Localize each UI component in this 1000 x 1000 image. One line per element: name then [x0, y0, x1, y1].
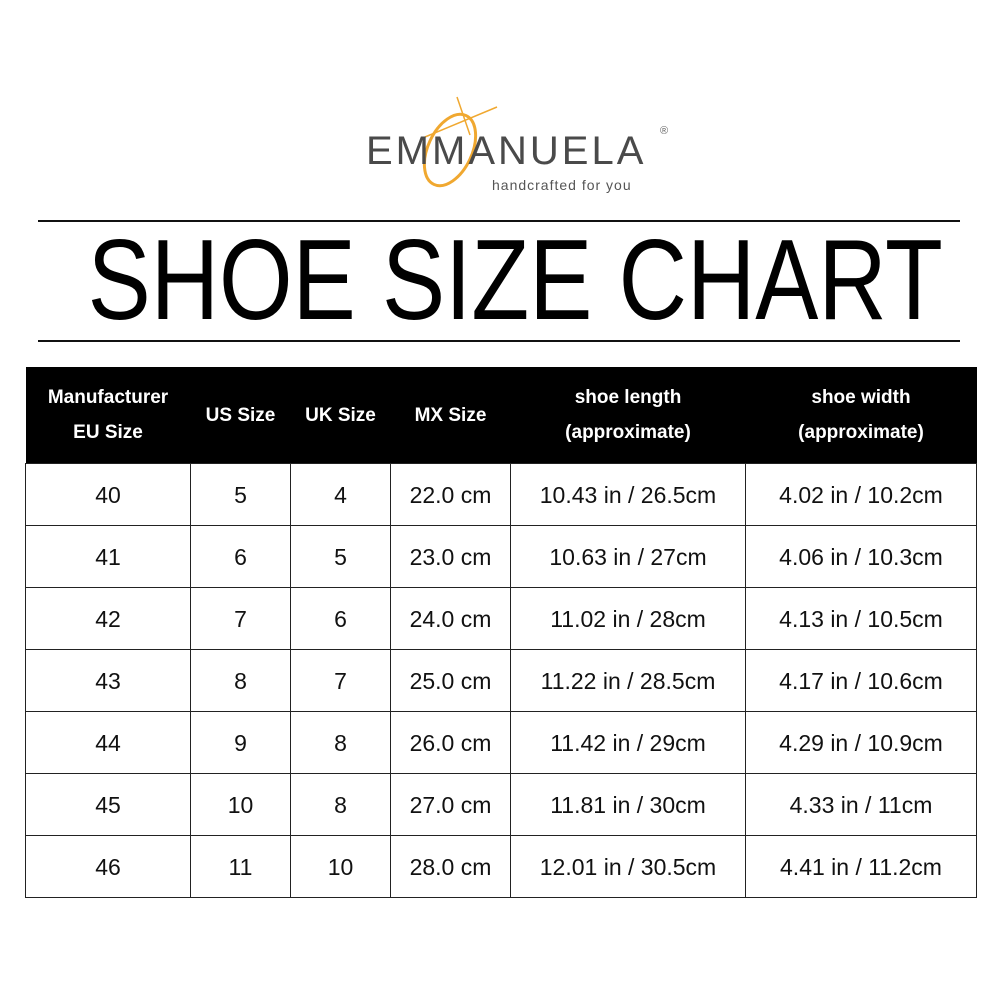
header-line2: (approximate)	[798, 422, 924, 443]
column-header-shoe-width: shoe width (approximate)	[745, 367, 977, 464]
cell-uk-size: 8	[290, 711, 391, 774]
cell-shoe-length: 10.43 in / 26.5cm	[510, 463, 746, 526]
cell-us-size: 9	[190, 711, 291, 774]
table-row: 45 10 8 27.0 cm 11.81 in / 30cm 4.33 in / 11c…	[25, 773, 977, 836]
table-row: 41 6 5 23.0 cm 10.63 in / 27cm 4.06 in / 10.3…	[25, 525, 977, 588]
cell-eu-size: 42	[25, 587, 191, 650]
table-row: 42 7 6 24.0 cm 11.02 in / 28cm 4.13 in / 10.5…	[25, 587, 977, 650]
cell-shoe-width: 4.02 in / 10.2cm	[745, 463, 977, 526]
cell-mx-size: 25.0 cm	[390, 649, 511, 712]
cell-us-size: 6	[190, 525, 291, 588]
header-line1: US Size	[205, 404, 276, 426]
cell-shoe-width: 4.17 in / 10.6cm	[745, 649, 977, 712]
cell-shoe-length: 12.01 in / 30.5cm	[510, 835, 746, 898]
cell-mx-size: 26.0 cm	[390, 711, 511, 774]
brand-tagline: handcrafted for you	[492, 177, 632, 193]
column-header-uk-size: UK Size	[290, 367, 391, 464]
table-row: 43 8 7 25.0 cm 11.22 in / 28.5cm 4.17 in / 10…	[25, 649, 977, 712]
size-table: Manufacturer EU Size US Size UK Size MX Size…	[25, 367, 977, 898]
cell-uk-size: 10	[290, 835, 391, 898]
cell-shoe-length: 11.81 in / 30cm	[510, 773, 746, 836]
cell-eu-size: 45	[25, 773, 191, 836]
column-header-us-size: US Size	[190, 367, 291, 464]
header-line2: EU Size	[73, 422, 143, 443]
cell-mx-size: 23.0 cm	[390, 525, 511, 588]
page-title-container: SHOE SIZE CHART	[0, 224, 1000, 338]
table-row: 40 5 4 22.0 cm 10.43 in / 26.5cm 4.02 in / 10…	[25, 463, 977, 526]
cell-mx-size: 22.0 cm	[390, 463, 511, 526]
cell-shoe-length: 10.63 in / 27cm	[510, 525, 746, 588]
brand-logo: EMMANUELA ® handcrafted for you	[360, 95, 680, 200]
cell-shoe-length: 11.02 in / 28cm	[510, 587, 746, 650]
cell-mx-size: 27.0 cm	[390, 773, 511, 836]
cell-us-size: 11	[190, 835, 291, 898]
cell-shoe-length: 11.22 in / 28.5cm	[510, 649, 746, 712]
table-row: 44 9 8 26.0 cm 11.42 in / 29cm 4.29 in / 10.9…	[25, 711, 977, 774]
cell-shoe-width: 4.29 in / 10.9cm	[745, 711, 977, 774]
cell-shoe-width: 4.13 in / 10.5cm	[745, 587, 977, 650]
cell-shoe-width: 4.06 in / 10.3cm	[745, 525, 977, 588]
cell-uk-size: 5	[290, 525, 391, 588]
cell-us-size: 7	[190, 587, 291, 650]
column-header-mx-size: MX Size	[390, 367, 511, 464]
column-header-eu-size: Manufacturer EU Size	[25, 367, 191, 464]
page-title: SHOE SIZE CHART	[87, 217, 943, 344]
cell-us-size: 10	[190, 773, 291, 836]
cell-mx-size: 28.0 cm	[390, 835, 511, 898]
cell-uk-size: 7	[290, 649, 391, 712]
cell-shoe-length: 11.42 in / 29cm	[510, 711, 746, 774]
cell-eu-size: 46	[25, 835, 191, 898]
cell-eu-size: 40	[25, 463, 191, 526]
header-line2: (approximate)	[565, 422, 691, 443]
header-row: Manufacturer EU Size US Size UK Size MX Size…	[25, 367, 977, 464]
cell-uk-size: 6	[290, 587, 391, 650]
header-line1: UK Size	[305, 404, 376, 426]
logo-swirl-icon	[422, 96, 498, 188]
brand-name: EMMANUELA	[366, 129, 647, 173]
header-line1: shoe width	[811, 387, 911, 408]
header-line1: Manufacturer	[47, 387, 169, 408]
cell-shoe-width: 4.41 in / 11.2cm	[745, 835, 977, 898]
header-line1: shoe length	[574, 387, 682, 408]
top-divider	[38, 220, 960, 222]
cell-uk-size: 4	[290, 463, 391, 526]
cell-us-size: 5	[190, 463, 291, 526]
cell-shoe-width: 4.33 in / 11cm	[745, 773, 977, 836]
bottom-divider	[38, 340, 960, 342]
cell-eu-size: 41	[25, 525, 191, 588]
cell-eu-size: 44	[25, 711, 191, 774]
registered-mark: ®	[660, 125, 669, 137]
cell-eu-size: 43	[25, 649, 191, 712]
cell-us-size: 8	[190, 649, 291, 712]
cell-uk-size: 8	[290, 773, 391, 836]
table-row: 46 11 10 28.0 cm 12.01 in / 30.5cm 4.41 in / …	[25, 835, 977, 898]
cell-mx-size: 24.0 cm	[390, 587, 511, 650]
column-header-shoe-length: shoe length (approximate)	[510, 367, 746, 464]
header-line1: MX Size	[414, 404, 487, 426]
